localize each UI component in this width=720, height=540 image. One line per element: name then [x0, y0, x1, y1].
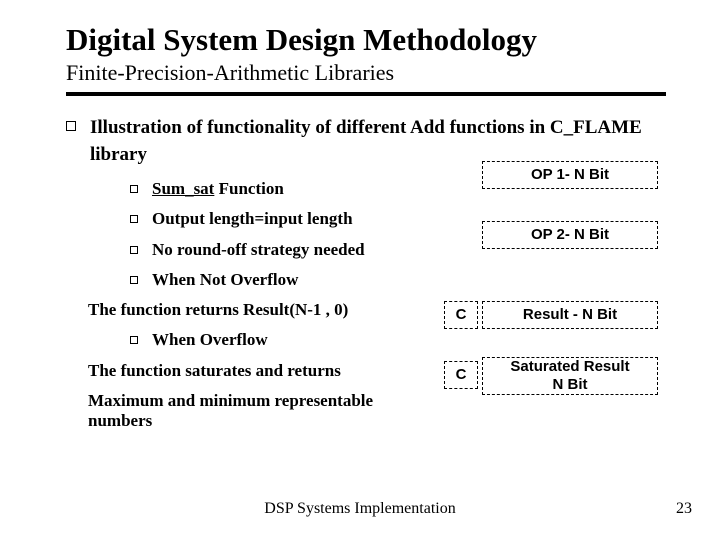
page-subtitle: Finite-Precision-Arithmetic Libraries: [66, 60, 680, 86]
bullet-text: When Not Overflow: [152, 270, 298, 290]
body-line: Maximum and minimum representable number…: [88, 391, 426, 431]
body-line: The function returns Result(N-1 , 0): [88, 300, 426, 320]
bullet-suffix: Function: [214, 179, 283, 198]
bullet-list: When Overflow: [66, 330, 426, 350]
square-bullet-icon: [130, 246, 138, 254]
diagram-box-op1: OP 1- N Bit: [482, 161, 658, 189]
square-bullet-icon: [130, 336, 138, 344]
bullet-text: No round-off strategy needed: [152, 240, 365, 260]
emphasis: Sum_sat: [152, 179, 214, 198]
list-item: When Not Overflow: [130, 270, 426, 290]
footer-text: DSP Systems Implementation: [0, 500, 720, 518]
diagram-box-saturated: Saturated ResultN Bit: [482, 357, 658, 395]
bullet-text: Sum_sat Function: [152, 179, 284, 199]
diagram-box-carry: C: [444, 301, 478, 329]
diagram-box-carry: C: [444, 361, 478, 389]
bullet-list: Sum_sat Function Output length=input len…: [66, 179, 426, 291]
slide: Digital System Design Methodology Finite…: [0, 0, 720, 540]
list-item: No round-off strategy needed: [130, 240, 426, 260]
page-title: Digital System Design Methodology: [66, 22, 680, 58]
list-item: Output length=input length: [130, 209, 426, 229]
square-bullet-icon: [66, 121, 76, 131]
list-item: When Overflow: [130, 330, 426, 350]
diagram-box-result: Result - N Bit: [482, 301, 658, 329]
horizontal-rule: [66, 92, 666, 96]
page-number: 23: [676, 500, 692, 518]
diagram-box-op2: OP 2- N Bit: [482, 221, 658, 249]
square-bullet-icon: [130, 185, 138, 193]
list-item: Sum_sat Function: [130, 179, 426, 199]
content-area: Sum_sat Function Output length=input len…: [66, 179, 680, 431]
bullet-text: Output length=input length: [152, 209, 353, 229]
body-line: The function saturates and returns: [88, 361, 426, 381]
bullet-text: When Overflow: [152, 330, 268, 350]
left-column: Sum_sat Function Output length=input len…: [66, 179, 426, 431]
square-bullet-icon: [130, 276, 138, 284]
square-bullet-icon: [130, 215, 138, 223]
